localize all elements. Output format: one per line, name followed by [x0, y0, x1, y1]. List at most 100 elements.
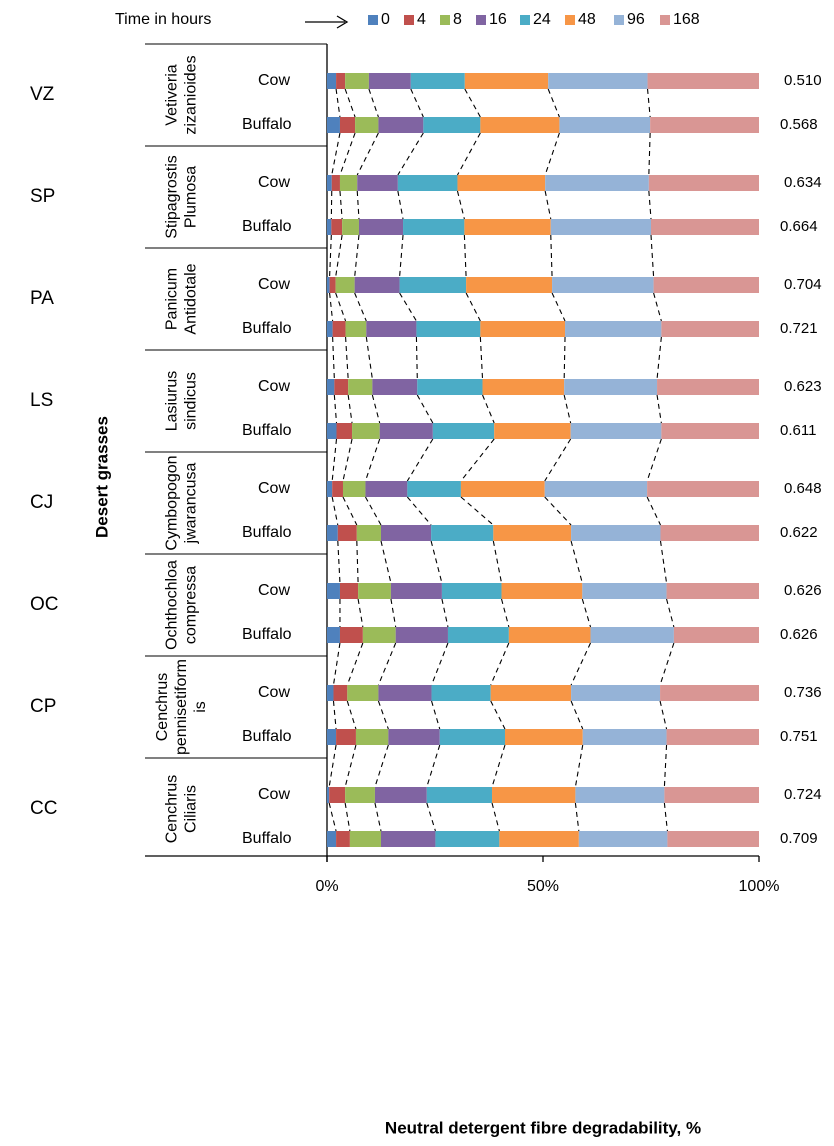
bar-CJ-cow-4h — [332, 481, 343, 497]
bar-CJ-buffalo-96h — [571, 525, 661, 541]
connector-2-0 — [368, 88, 379, 118]
connector-2-6 — [371, 394, 381, 424]
value-label-VZ-buffalo: 0.568 — [780, 116, 818, 133]
connector-5-14 — [574, 802, 580, 832]
bar-VZ-cow-96h — [548, 73, 648, 89]
species-label-OC-1: compressa — [183, 566, 200, 644]
connector-4-9 — [492, 540, 503, 584]
connector-6-0 — [646, 88, 651, 118]
legend-label-168: 168 — [673, 11, 700, 28]
bar-VZ-buffalo-24h — [423, 117, 481, 133]
bar-CP-buffalo-24h — [439, 729, 505, 745]
bar-LS-cow-0h — [327, 379, 335, 395]
connector-2-12 — [377, 700, 389, 730]
bar-CP-buffalo-16h — [388, 729, 440, 745]
bar-OC-buffalo-4h — [339, 627, 363, 643]
connector-2-13 — [374, 744, 389, 788]
bar-LS-buffalo-168h — [661, 423, 759, 439]
connector-3-5 — [415, 336, 418, 380]
connector-3-8 — [406, 496, 432, 526]
bar-VZ-buffalo-96h — [559, 117, 651, 133]
bar-CP-buffalo-96h — [582, 729, 667, 745]
connector-4-10 — [500, 598, 510, 628]
bar-OC-buffalo-0h — [327, 627, 340, 643]
legend-swatch-48 — [565, 15, 575, 25]
connector-2-8 — [364, 496, 382, 526]
connector-3-4 — [399, 292, 417, 322]
bar-SP-buffalo-16h — [358, 219, 404, 235]
value-label-LS-cow: 0.623 — [784, 378, 822, 395]
animal-label-CP-buffalo: Buffalo — [242, 728, 292, 745]
group-code-SP: SP — [30, 186, 55, 207]
connector-6-9 — [659, 540, 668, 584]
connector-0-7 — [331, 438, 338, 482]
bar-SP-buffalo-0h — [327, 219, 332, 235]
connector-0-11 — [332, 642, 341, 686]
connector-5-7 — [544, 438, 572, 482]
value-label-CP-cow: 0.736 — [784, 684, 822, 701]
legend-swatch-96 — [614, 15, 624, 25]
bar-SP-cow-4h — [331, 175, 340, 191]
group-code-VZ: VZ — [30, 84, 55, 105]
connector-6-14 — [663, 802, 668, 832]
animal-label-VZ-buffalo: Buffalo — [242, 116, 292, 133]
bar-PA-cow-0h — [327, 277, 330, 293]
bar-CJ-buffalo-24h — [431, 525, 494, 541]
legend-swatch-0 — [368, 15, 378, 25]
connector-1-1 — [339, 132, 356, 176]
legend-label-0: 0 — [381, 11, 390, 28]
animal-label-CP-cow: Cow — [258, 684, 290, 701]
animal-label-SP-buffalo: Buffalo — [242, 218, 292, 235]
connector-5-11 — [570, 642, 592, 686]
connector-4-5 — [479, 336, 484, 380]
bar-VZ-cow-0h — [327, 73, 337, 89]
bar-PA-buffalo-0h — [327, 321, 333, 337]
bar-LS-buffalo-48h — [494, 423, 571, 439]
bar-CP-buffalo-4h — [336, 729, 356, 745]
connector-0-14 — [328, 802, 337, 832]
bar-CP-cow-4h — [333, 685, 348, 701]
bar-OC-cow-0h — [327, 583, 340, 599]
legend-label-48: 48 — [578, 11, 596, 28]
bar-CP-cow-48h — [490, 685, 572, 701]
species-label-CC-0: Cenchrus — [164, 775, 181, 843]
legend-arrowhead — [336, 15, 349, 29]
connector-3-6 — [416, 394, 434, 424]
bar-PA-buffalo-4h — [332, 321, 346, 337]
connector-2-4 — [354, 292, 367, 322]
connector-0-5 — [332, 336, 335, 380]
bar-CJ-cow-96h — [544, 481, 648, 497]
legend-label-96: 96 — [627, 11, 645, 28]
bar-CP-buffalo-0h — [327, 729, 337, 745]
connector-6-5 — [656, 336, 662, 380]
bar-PA-cow-96h — [552, 277, 654, 293]
group-code-CJ: CJ — [30, 492, 53, 513]
bar-SP-buffalo-168h — [651, 219, 759, 235]
bar-CJ-buffalo-48h — [493, 525, 572, 541]
bar-LS-cow-16h — [372, 379, 418, 395]
bar-SP-buffalo-24h — [403, 219, 465, 235]
connector-5-3 — [550, 234, 553, 278]
connector-3-10 — [441, 598, 449, 628]
bar-PA-cow-16h — [354, 277, 400, 293]
legend-swatch-168 — [660, 15, 670, 25]
legend-label-16: 16 — [489, 11, 507, 28]
animal-label-SP-cow: Cow — [258, 174, 290, 191]
connector-1-7 — [342, 438, 353, 482]
group-code-CP: CP — [30, 696, 56, 717]
animal-label-CJ-buffalo: Buffalo — [242, 524, 292, 541]
bar-OC-buffalo-8h — [362, 627, 396, 643]
connector-2-1 — [356, 132, 379, 176]
bar-OC-cow-24h — [441, 583, 502, 599]
connector-1-11 — [346, 642, 364, 686]
bar-LS-buffalo-8h — [352, 423, 380, 439]
connector-4-4 — [465, 292, 481, 322]
bar-VZ-cow-8h — [345, 73, 369, 89]
bar-CJ-buffalo-4h — [337, 525, 357, 541]
bar-LS-cow-96h — [564, 379, 658, 395]
species-label-LS-0: Lasiurus — [164, 371, 181, 431]
group-code-CC: CC — [30, 798, 57, 819]
legend-swatch-24 — [520, 15, 530, 25]
